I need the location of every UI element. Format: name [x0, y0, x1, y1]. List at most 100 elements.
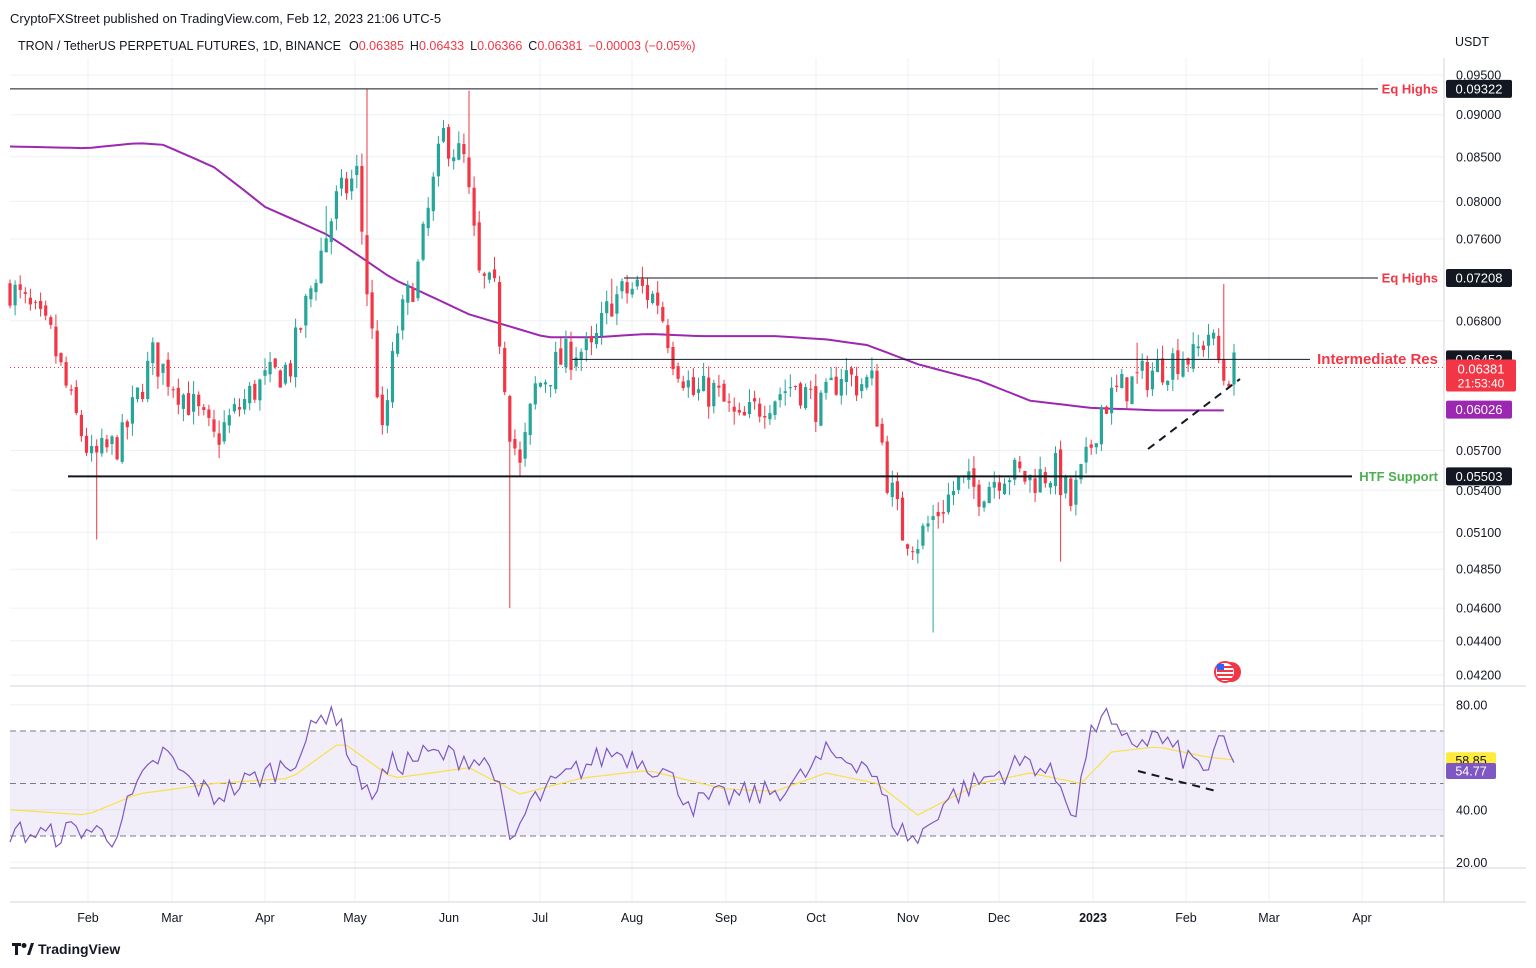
candle-body [926, 523, 930, 527]
price-tick: 0.09500 [1456, 69, 1501, 83]
level-price-tag [1446, 79, 1512, 98]
candle-body [1186, 358, 1190, 365]
candle-body [314, 282, 318, 293]
candle-body [651, 293, 655, 304]
candle-body [1176, 350, 1180, 375]
candle-body [253, 383, 257, 400]
candle-body [151, 342, 155, 364]
candle-body [406, 284, 410, 303]
candle-body [1074, 479, 1078, 505]
candle-body [360, 166, 364, 232]
candle-body [1120, 373, 1124, 389]
candle-body [982, 501, 986, 508]
candle-body [329, 221, 333, 243]
candle-body [33, 301, 38, 303]
candle-body [661, 306, 665, 322]
level-label: Eq Highs [1382, 81, 1438, 96]
time-tick: Sep [715, 911, 737, 925]
candle-body [1150, 370, 1154, 390]
candle-body [49, 317, 53, 325]
candle-body [712, 382, 716, 407]
symbol-name: TRON / TetherUS PERPETUAL FUTURES, 1D, B… [18, 39, 341, 53]
candle-body [64, 362, 68, 386]
candle-body [829, 377, 833, 381]
candle-body [1084, 446, 1088, 463]
candle-body [1089, 444, 1093, 448]
candle-body [1069, 478, 1073, 506]
candle-body [365, 235, 369, 295]
candle-body [758, 403, 762, 417]
price-tick: 0.04600 [1456, 602, 1501, 616]
time-tick: Nov [897, 911, 920, 925]
candle-body [385, 400, 389, 426]
candle-body [110, 436, 114, 445]
candle-body [69, 389, 73, 391]
currency-label: USDT [1455, 35, 1490, 49]
candle-body [702, 375, 706, 392]
candle-body [911, 551, 915, 553]
candle-body [1206, 334, 1211, 346]
candle-body [1232, 352, 1236, 385]
candle-body [589, 335, 593, 343]
candle-body [972, 468, 976, 487]
candle-body [146, 360, 150, 400]
candle-body [763, 416, 767, 418]
level-price-text: 0.05503 [1456, 469, 1503, 484]
rsi-ma-line [9, 744, 1235, 816]
candle-body [1212, 332, 1216, 339]
candle-body [130, 397, 134, 424]
candle-body [1038, 469, 1042, 493]
candle-body [120, 422, 124, 462]
price-tick: 0.08000 [1456, 195, 1501, 209]
candle-body [594, 332, 599, 345]
candle-body [79, 414, 83, 437]
candle-body [727, 401, 731, 403]
price-tick: 0.04200 [1456, 669, 1501, 683]
low-value: 0.06366 [477, 39, 523, 53]
candle-body [717, 385, 721, 388]
level-label: Intermediate Res [1317, 351, 1438, 368]
candle-body [849, 368, 854, 375]
candle-body [880, 423, 884, 443]
candle-body [579, 351, 583, 360]
candle-body [855, 375, 859, 396]
candle-body [273, 358, 277, 368]
tradingview-brand[interactable]: TradingView [12, 941, 120, 957]
us-flag-event-icon[interactable] [1214, 661, 1241, 683]
candle-body [457, 143, 461, 160]
candle-body [798, 383, 803, 406]
candle-body [640, 279, 644, 286]
time-tick: Jul [532, 911, 548, 925]
candle-body [498, 282, 502, 347]
candle-body [492, 269, 497, 279]
candle-body [452, 157, 456, 162]
candle-body [574, 357, 578, 367]
time-tick: 2023 [1079, 911, 1107, 925]
candle-body [997, 482, 1001, 491]
candle-body [90, 446, 94, 454]
candle-body [227, 415, 231, 426]
candle-body [635, 279, 639, 287]
rsi-tick: 20.00 [1456, 856, 1487, 870]
candle-body [528, 403, 532, 436]
candle-body [819, 392, 823, 426]
candle-body [13, 284, 17, 306]
price-tick: 0.09000 [1456, 108, 1501, 122]
time-tick: Jun [439, 911, 459, 925]
candle-body [931, 516, 935, 521]
ma-price-tag [1446, 400, 1512, 419]
candle-body [620, 281, 624, 292]
candle-body [171, 389, 175, 391]
candle-body [1161, 358, 1165, 383]
candle-body [1155, 359, 1160, 373]
candle-body [1002, 483, 1007, 495]
price-tick: 0.06800 [1456, 314, 1501, 328]
high-value: 0.06433 [418, 39, 465, 53]
candle-body [1053, 453, 1058, 487]
candle-body [125, 421, 129, 428]
candle-body [809, 388, 813, 390]
candle-body [441, 128, 446, 142]
candle-body [941, 512, 945, 514]
candle-body [1166, 380, 1170, 386]
